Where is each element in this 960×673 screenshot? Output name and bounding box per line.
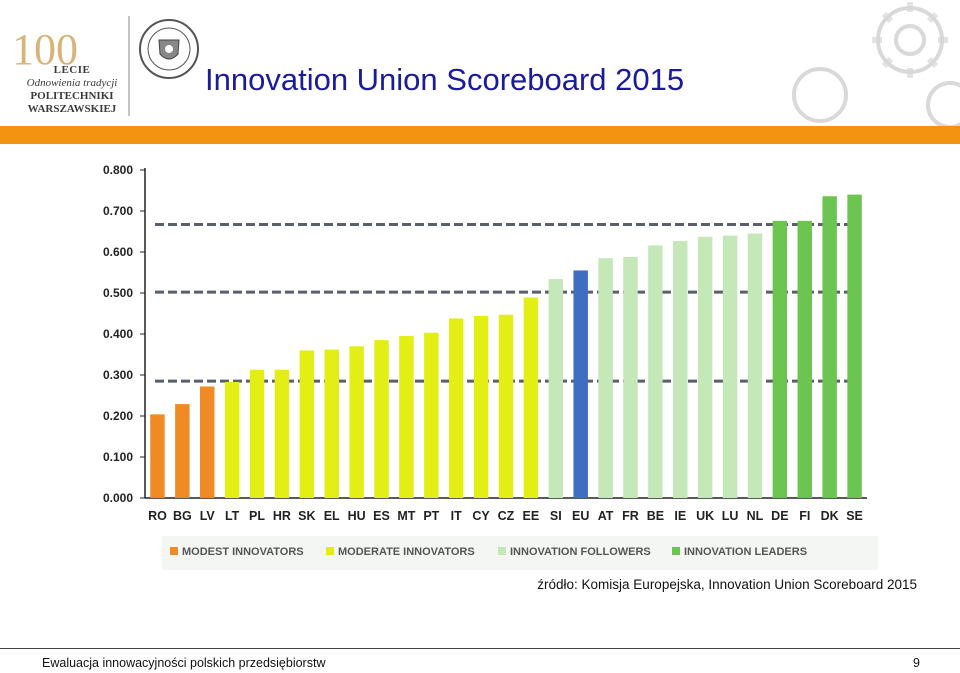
bar-cy (473, 315, 489, 498)
bar-el (324, 349, 339, 498)
x-tick-label: UK (696, 509, 714, 523)
bar-hr (274, 369, 290, 498)
x-tick-label: EE (523, 509, 540, 523)
bar-lu (722, 235, 738, 498)
bar-pt (424, 332, 439, 498)
x-tick-label: HU (348, 509, 366, 523)
bar-it (448, 318, 464, 498)
x-tick-label: ES (373, 509, 390, 523)
x-tick-label: AT (598, 509, 614, 523)
x-tick-label: MT (397, 509, 415, 523)
bar-cz (498, 314, 514, 498)
logo-number: 100 (12, 25, 78, 74)
bar-ee (523, 297, 539, 498)
legend-swatch-followers (498, 547, 506, 555)
bar-lv (200, 386, 215, 498)
x-tick-label: FR (622, 509, 639, 523)
bar-ie (673, 240, 688, 498)
bar-fi (797, 220, 812, 498)
bar-lt (224, 381, 240, 498)
page-number: 9 (913, 656, 920, 670)
x-tick-label: BG (173, 509, 192, 523)
bar-eu (573, 270, 588, 498)
bar-at (598, 258, 613, 498)
legend-label-leaders: INNOVATION LEADERS (684, 546, 807, 558)
x-tick-label: SK (298, 509, 315, 523)
y-tick-label: 0.500 (103, 286, 133, 300)
bar-se (847, 194, 862, 498)
y-tick-label: 0.300 (103, 368, 133, 382)
x-tick-label: DE (771, 509, 788, 523)
y-tick-label: 0.200 (103, 409, 133, 423)
bar-es (374, 340, 389, 498)
bar-pl (249, 369, 265, 498)
bar-hu (349, 346, 364, 498)
bar-nl (747, 233, 763, 499)
bar-sk (299, 350, 315, 498)
orange-band (0, 126, 960, 144)
legend-swatch-leaders (672, 547, 680, 555)
x-tick-label: PT (423, 509, 439, 523)
legend-swatch-modest (170, 547, 178, 555)
chart-background (92, 150, 892, 570)
legend-label-modest: MODEST INNOVATORS (182, 546, 304, 558)
bar-dk (822, 196, 837, 499)
x-tick-label: SE (846, 509, 863, 523)
x-tick-label: RO (148, 509, 167, 523)
x-tick-label: LU (722, 509, 739, 523)
y-tick-label: 0.700 (103, 204, 133, 218)
bar-de (772, 220, 788, 498)
footer-divider (0, 648, 960, 649)
footer-text: Ewaluacja innowacyjności polskich przeds… (42, 656, 326, 670)
bar-ro (150, 414, 165, 498)
legend-label-followers: INNOVATION FOLLOWERS (510, 546, 651, 558)
y-tick-label: 0.800 (103, 163, 133, 177)
x-tick-label: SI (550, 509, 562, 523)
y-axis: 0.000 0.100 0.200 0.300 0.400 0.500 0.600 0.700… (103, 163, 867, 505)
gears-decoration-icon (792, 2, 960, 126)
logo-line-3: POLITECHNIKI (30, 90, 114, 102)
x-tick-label: IT (451, 509, 462, 523)
logo-divider (128, 16, 130, 116)
x-tick-label: NL (747, 509, 764, 523)
y-tick-label: 0.000 (103, 491, 133, 505)
logo-text: LECIE Odnowienia tradycji POLITECHNIKI W… (16, 64, 128, 116)
x-tick-label: LT (225, 509, 240, 523)
x-tick-label: DK (821, 509, 839, 523)
bar-bg (175, 404, 190, 498)
x-tick-label: CZ (498, 509, 515, 523)
bar-be (648, 245, 663, 498)
x-tick-label: FI (799, 509, 810, 523)
bar-mt (399, 336, 414, 498)
politechnika-seal-icon (139, 19, 199, 79)
logo-line-1: LECIE (53, 64, 91, 76)
slide-header: 100 LECIE Odnowienia tradycji POLITECHNI… (0, 0, 960, 126)
x-tick-label: IE (674, 509, 686, 523)
logo-line-4: WARSZAWSKIEJ (27, 103, 117, 115)
x-tick-label: BE (647, 509, 664, 523)
y-tick-label: 0.400 (103, 327, 133, 341)
legend-swatch-moderate (326, 547, 334, 555)
x-tick-label: EL (324, 509, 340, 523)
x-axis-labels: RO BG LV LT PL HR SK EL HU ES MT PT IT CY CZ EE SI EU AT FR… (148, 509, 863, 523)
legend-label-moderate: MODERATE INNOVATORS (338, 546, 475, 558)
y-tick-label: 0.600 (103, 245, 133, 259)
bar-uk (697, 236, 713, 498)
legend-background (162, 536, 878, 570)
bar-fr (623, 256, 638, 498)
logo-line-2: Odnowienia tradycji (26, 77, 118, 89)
source-note: źródło: Komisja Europejska, Innovation U… (537, 577, 917, 592)
x-tick-label: CY (472, 509, 490, 523)
y-tick-label: 0.100 (103, 450, 133, 464)
bars (150, 194, 862, 499)
x-tick-label: LV (200, 509, 216, 523)
x-tick-label: EU (572, 509, 589, 523)
centenary-logo-icon: 100 (12, 25, 78, 74)
bar-chart: 0.000 0.100 0.200 0.300 0.400 0.500 0.600 0.700… (92, 150, 892, 570)
x-tick-label: HR (273, 509, 291, 523)
slide-title: Innovation Union Scoreboard 2015 (205, 62, 685, 97)
x-tick-label: PL (249, 509, 265, 523)
legend: MODEST INNOVATORS MODERATE INNOVATORS INNO… (170, 546, 807, 558)
bar-si (548, 279, 564, 498)
